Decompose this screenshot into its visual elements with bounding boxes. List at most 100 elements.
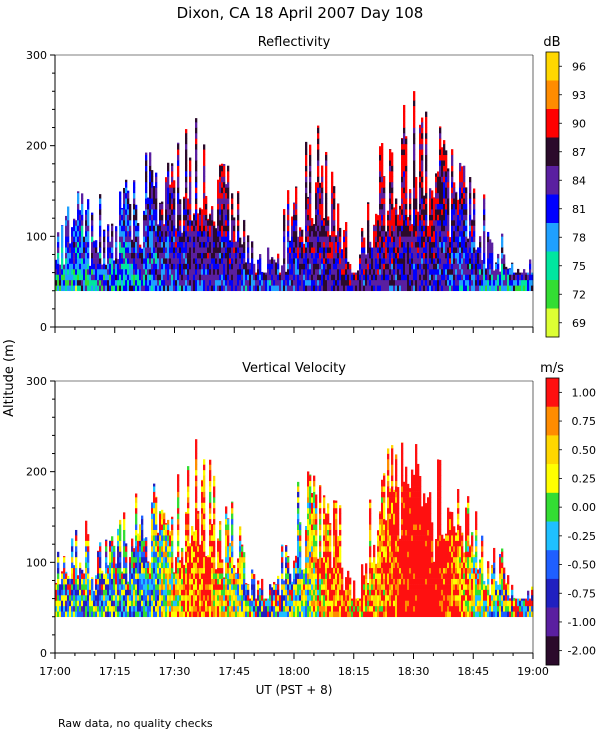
heat-cell (467, 258, 470, 264)
heat-cell (195, 187, 198, 194)
heat-cell (413, 225, 416, 232)
heat-cell (331, 252, 334, 259)
heat-cell (61, 578, 64, 585)
heat-cell (199, 247, 202, 253)
heat-cell (219, 181, 222, 188)
heat-cell (419, 171, 422, 177)
heat-cell (113, 263, 116, 270)
heat-cell (75, 279, 78, 286)
heat-cell (195, 236, 198, 243)
heat-cell (195, 567, 198, 574)
heat-cell (145, 268, 148, 275)
heat-cell (295, 274, 298, 281)
heat-cell (455, 258, 458, 264)
heat-cell (449, 252, 452, 259)
heat-cell (235, 605, 238, 612)
heat-cell (77, 274, 80, 281)
heat-cell (69, 584, 72, 590)
heat-cell (429, 192, 432, 199)
heat-cell (151, 285, 154, 292)
heat-cell (207, 555, 210, 558)
heat-cell (81, 578, 84, 585)
heat-cell (89, 605, 92, 612)
heat-cell (277, 268, 280, 275)
heat-cell (125, 220, 128, 226)
heat-cell (503, 268, 506, 275)
heat-cell (129, 263, 132, 270)
heat-cell (223, 192, 226, 199)
heat-cell (251, 258, 254, 264)
heat-cell (177, 154, 180, 161)
heat-cell (105, 573, 108, 579)
heat-cell (153, 258, 156, 264)
heat-cell (169, 567, 172, 574)
heat-cell (361, 247, 364, 253)
heat-cell (283, 214, 286, 221)
heat-cell (335, 236, 338, 243)
heat-cell (379, 160, 382, 166)
heat-cell (183, 279, 186, 286)
heat-cell (299, 236, 302, 243)
heat-cell (247, 605, 250, 612)
heat-cell (499, 285, 502, 292)
heat-cell (223, 236, 226, 243)
heat-cell (249, 262, 252, 264)
heat-cell (491, 274, 494, 281)
heat-cell (435, 176, 438, 183)
heat-cell (221, 209, 224, 215)
heat-cell (429, 274, 432, 281)
heat-cell (397, 220, 400, 226)
heat-cell (307, 285, 310, 292)
heat-cell (231, 518, 234, 525)
heat-cell (393, 207, 396, 210)
heat-cell (309, 236, 312, 243)
heat-cell (225, 247, 228, 253)
heat-cell (411, 263, 414, 270)
heat-cell (207, 241, 210, 248)
heat-cell (373, 263, 376, 270)
heat-cell (489, 241, 492, 248)
heat-cell (387, 230, 390, 237)
heat-cell (379, 225, 382, 232)
heat-cell (143, 540, 146, 547)
heat-cell (155, 551, 158, 558)
heat-cell (307, 258, 310, 264)
heat-cell (219, 230, 222, 237)
heat-cell (153, 220, 156, 226)
heat-cell (523, 285, 526, 292)
heat-cell (455, 214, 458, 221)
heat-cell (227, 584, 230, 590)
heat-cell (217, 605, 220, 612)
heat-cell (87, 534, 90, 536)
heat-cell (317, 125, 320, 128)
heat-cell (227, 252, 230, 259)
heat-cell (295, 252, 298, 259)
heat-cell (185, 236, 188, 243)
heat-cell (425, 165, 428, 172)
colorbar-segment (546, 194, 559, 224)
heat-cell (91, 263, 94, 270)
heat-cell (441, 171, 444, 177)
heat-cell (499, 279, 502, 286)
colorbar-tick-label: 69 (572, 317, 586, 330)
heat-cell (301, 241, 304, 248)
heat-cell (191, 274, 194, 281)
heat-cell (113, 279, 116, 286)
heat-cell (57, 573, 60, 579)
heat-cell (189, 268, 192, 275)
heat-cell (475, 263, 478, 270)
heat-cell (421, 268, 424, 275)
heat-cell (137, 546, 140, 552)
heat-cell (191, 611, 194, 618)
heat-cell (185, 225, 188, 232)
heat-cell (117, 529, 120, 536)
heat-cell (203, 464, 206, 471)
heat-cell (329, 274, 332, 281)
heat-cell (107, 285, 110, 292)
heat-cell (451, 236, 454, 243)
heat-cell (183, 263, 186, 270)
heat-cell (249, 611, 252, 618)
heat-cell (151, 209, 154, 215)
heat-cell (85, 279, 88, 286)
heat-cell (147, 274, 150, 281)
